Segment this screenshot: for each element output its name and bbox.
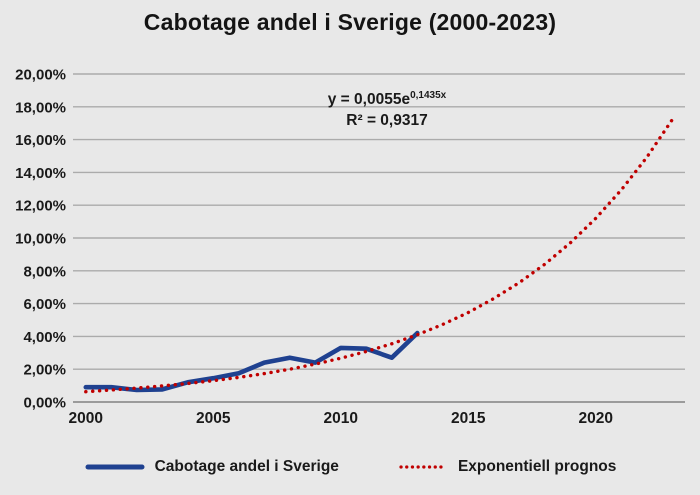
y-axis-label: 0,00% bbox=[23, 395, 66, 412]
equation-base: y = 0,0055e bbox=[327, 91, 411, 109]
y-axis-label: 20,00% bbox=[15, 67, 66, 84]
y-axis-label: 16,00% bbox=[15, 132, 66, 149]
actual-series-line bbox=[83, 330, 420, 393]
x-axis-label: 2020 bbox=[579, 410, 613, 427]
y-axis-label: 6,00% bbox=[23, 296, 66, 313]
legend-label-forecast: Exponentiell prognos bbox=[457, 458, 617, 475]
chart-legend: Cabotage andel i Sverige Exponentiell pr… bbox=[0, 458, 700, 476]
legend-item-forecast: Exponentiell prognos bbox=[397, 458, 616, 476]
y-axis-label: 14,00% bbox=[15, 165, 66, 182]
x-axis-label: 2010 bbox=[324, 410, 358, 427]
forecast-series-line bbox=[84, 117, 674, 394]
legend-item-actual: Cabotage andel i Sverige bbox=[84, 458, 339, 476]
y-axis-label: 4,00% bbox=[23, 329, 66, 346]
legend-label-actual: Cabotage andel i Sverige bbox=[154, 458, 339, 475]
equation-exponent: 0,1435x bbox=[410, 90, 447, 101]
r-squared-value: R² = 0,9317 bbox=[346, 112, 428, 130]
y-axis-label: 10,00% bbox=[15, 231, 66, 248]
y-axis-label: 18,00% bbox=[15, 99, 66, 116]
chart-title: Cabotage andel i Sverige (2000-2023) bbox=[143, 9, 557, 35]
x-axis-label: 2000 bbox=[69, 410, 103, 427]
trendline-equation: y = 0,0055e0,1435x bbox=[262, 85, 512, 110]
x-axis-label: 2005 bbox=[196, 410, 231, 427]
y-axis-label: 2,00% bbox=[23, 362, 66, 379]
x-axis-label: 2015 bbox=[451, 410, 486, 427]
y-axis-label: 12,00% bbox=[15, 198, 66, 215]
forecast-series-swatch bbox=[399, 465, 448, 469]
actual-series-swatch bbox=[85, 464, 145, 470]
trendline-annotation: y = 0,0055e0,1435x R² = 0,9317 bbox=[262, 85, 512, 131]
y-axis-label: 8,00% bbox=[23, 263, 66, 280]
